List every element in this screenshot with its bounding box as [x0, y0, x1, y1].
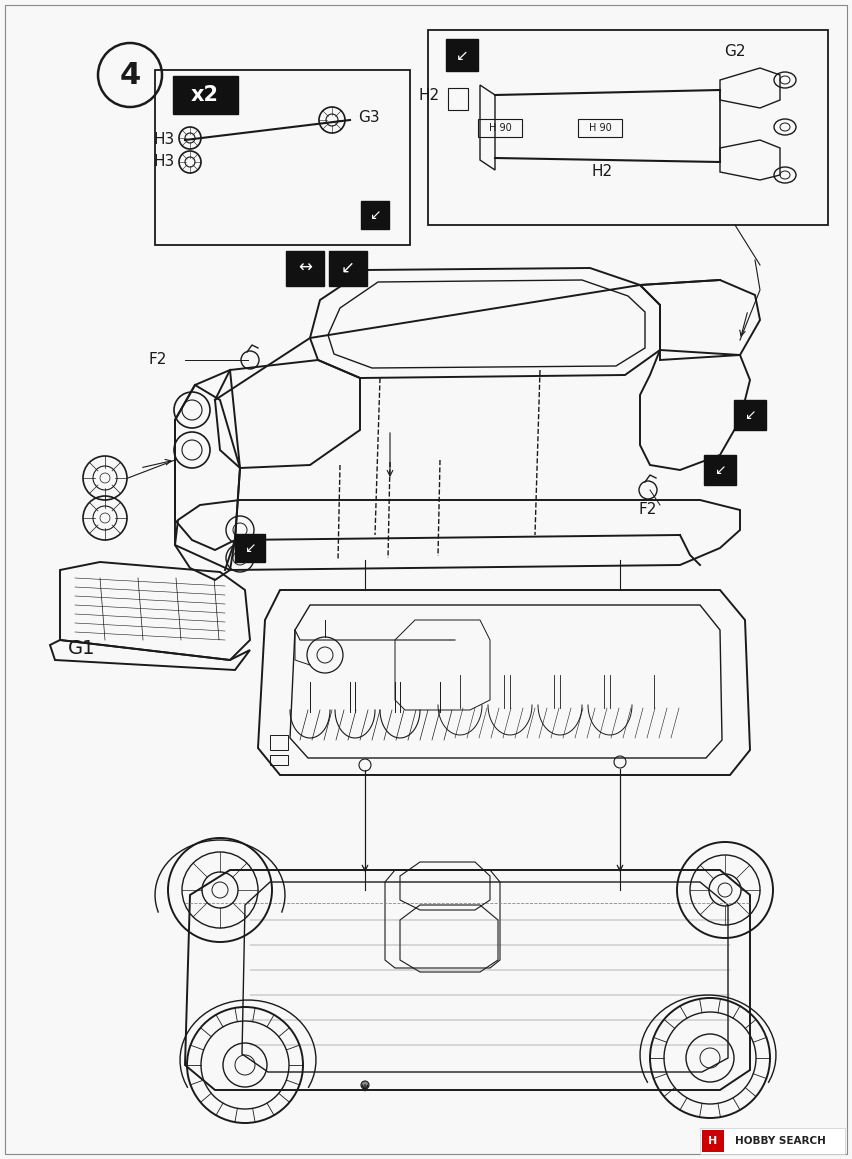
Text: ↙: ↙ — [341, 258, 355, 277]
Bar — [448, 88, 468, 110]
Bar — [329, 250, 367, 285]
Text: x2: x2 — [191, 85, 219, 105]
Text: F2: F2 — [148, 352, 166, 367]
Text: H: H — [708, 1136, 717, 1146]
Text: HOBBY SEARCH: HOBBY SEARCH — [734, 1136, 826, 1146]
Text: F2: F2 — [638, 503, 656, 518]
Bar — [270, 755, 288, 765]
Bar — [428, 30, 828, 225]
Bar — [734, 400, 766, 430]
Text: H 90: H 90 — [489, 123, 511, 133]
Bar — [172, 76, 238, 114]
Text: H 90: H 90 — [589, 123, 612, 133]
Bar — [286, 250, 324, 285]
Bar — [361, 201, 389, 229]
Bar — [578, 119, 622, 137]
Text: ↙: ↙ — [245, 541, 256, 555]
Text: H3: H3 — [153, 154, 175, 169]
Bar — [155, 70, 410, 245]
Text: ↙: ↙ — [456, 48, 469, 63]
Bar — [270, 735, 288, 750]
Text: H2: H2 — [419, 87, 440, 102]
Bar — [704, 455, 736, 484]
Bar — [235, 534, 265, 562]
Bar — [702, 1130, 724, 1152]
Text: G2: G2 — [724, 44, 746, 59]
Text: ↔: ↔ — [298, 258, 312, 277]
Bar — [446, 39, 478, 71]
Text: ↙: ↙ — [369, 207, 381, 223]
Bar — [478, 119, 522, 137]
Text: H3: H3 — [153, 132, 175, 147]
Text: G3: G3 — [358, 109, 380, 124]
Text: G1: G1 — [68, 639, 95, 657]
Text: ↙: ↙ — [744, 408, 756, 422]
Bar — [700, 1128, 845, 1154]
Circle shape — [361, 1081, 369, 1089]
Text: ↙: ↙ — [714, 462, 726, 478]
Text: 4: 4 — [119, 60, 141, 89]
Text: H2: H2 — [592, 165, 613, 180]
